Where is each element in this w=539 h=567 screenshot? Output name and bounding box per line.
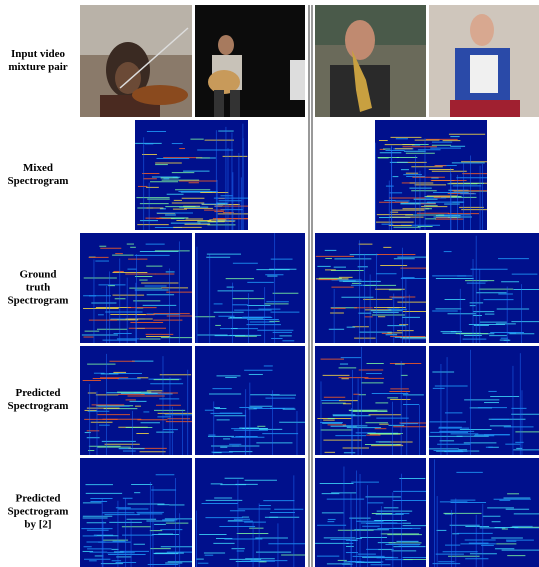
spectrogram [80, 233, 192, 343]
row-label: Spectrogram [8, 506, 69, 518]
spectrogram [315, 346, 426, 455]
spectrogram-bg [429, 233, 539, 343]
spectrogram [429, 233, 539, 343]
photo-violin [80, 5, 192, 117]
row-label: Input video [11, 48, 66, 60]
photo-accordion [429, 5, 539, 117]
spectrogram [429, 458, 539, 567]
photo-saxophone [315, 5, 426, 117]
row-label: Mixed [23, 162, 53, 174]
spectrogram [195, 346, 305, 455]
row-label: truth [26, 282, 50, 294]
spectrogram [80, 346, 192, 455]
spectrogram [315, 458, 426, 567]
row-label: Spectrogram [8, 295, 69, 307]
photo-guitar [195, 5, 305, 117]
spectrogram [375, 120, 487, 230]
figure: Input videomixture pairMixedSpectrogramG… [0, 0, 539, 567]
spectrogram [315, 233, 426, 343]
row-label: mixture pair [8, 61, 67, 73]
spectrogram [80, 458, 192, 567]
row-label: by [2] [24, 519, 51, 531]
spectrogram [429, 346, 539, 455]
spectrogram-bg [195, 233, 305, 343]
row-label: Ground [19, 269, 56, 281]
spectrogram [195, 233, 305, 343]
spectrogram [195, 458, 305, 567]
spectrogram-bg [429, 346, 539, 455]
row-label: Predicted [15, 387, 60, 399]
row-label: Predicted [15, 493, 60, 505]
spectrogram [135, 120, 248, 230]
row-label: Spectrogram [8, 175, 69, 187]
row-label: Spectrogram [8, 400, 69, 412]
